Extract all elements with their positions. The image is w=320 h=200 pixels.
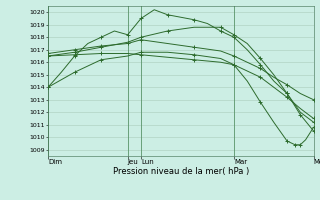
X-axis label: Pression niveau de la mer( hPa ): Pression niveau de la mer( hPa ) (113, 167, 249, 176)
